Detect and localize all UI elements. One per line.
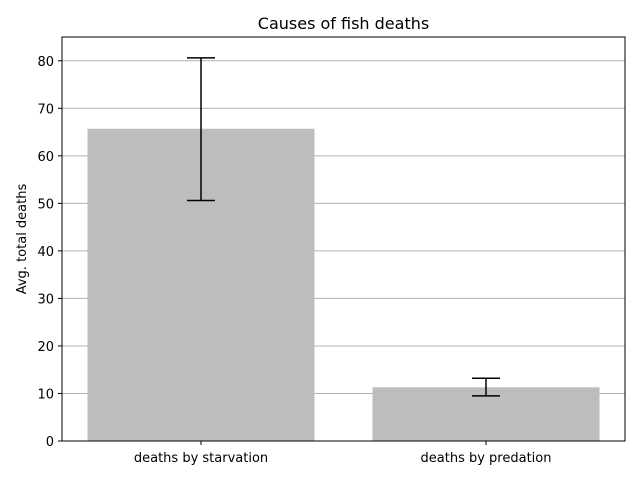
x-axis-ticks: deaths by starvation deaths by predation (134, 441, 552, 466)
y-axis-ticks: 0 10 20 30 40 50 60 70 80 (37, 55, 62, 450)
y-tick-label: 50 (37, 197, 54, 212)
y-tick-label: 20 (37, 340, 54, 355)
y-tick-label: 0 (46, 435, 54, 450)
error-bars (187, 57, 500, 397)
y-tick-label: 60 (37, 150, 54, 165)
chart-title: Causes of fish deaths (258, 14, 429, 33)
x-tick-label: deaths by starvation (134, 451, 268, 466)
y-tick-label: 70 (37, 102, 54, 117)
x-tick-label: deaths by predation (421, 451, 552, 466)
y-tick-label: 10 (37, 387, 54, 402)
y-tick-label: 40 (37, 245, 54, 260)
plot-frame (61, 36, 626, 442)
bars (87, 128, 600, 442)
y-tick-label: 30 (37, 292, 54, 307)
y-tick-label: 80 (37, 55, 54, 70)
y-axis-label: Avg. total deaths (15, 184, 30, 295)
